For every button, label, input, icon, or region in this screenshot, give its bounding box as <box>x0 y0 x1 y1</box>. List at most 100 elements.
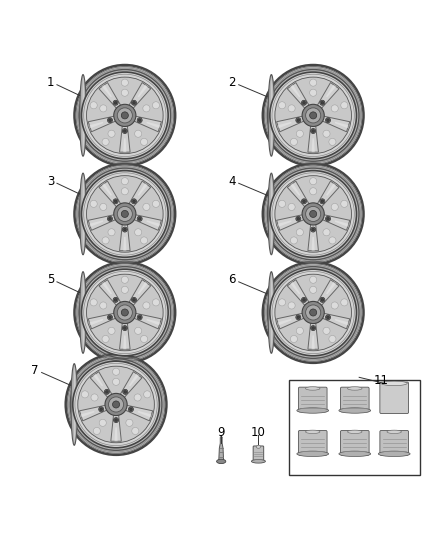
Ellipse shape <box>348 387 362 390</box>
Ellipse shape <box>268 272 275 353</box>
FancyBboxPatch shape <box>253 446 264 462</box>
Circle shape <box>121 188 128 195</box>
Circle shape <box>306 305 321 320</box>
Ellipse shape <box>297 408 328 413</box>
Circle shape <box>311 128 316 134</box>
Polygon shape <box>146 220 160 227</box>
Circle shape <box>114 104 136 126</box>
Circle shape <box>76 264 174 361</box>
Circle shape <box>121 276 128 283</box>
Ellipse shape <box>306 387 320 390</box>
Circle shape <box>297 119 300 122</box>
Circle shape <box>109 217 111 220</box>
Circle shape <box>78 366 154 443</box>
Ellipse shape <box>82 78 85 153</box>
Circle shape <box>114 301 136 324</box>
Circle shape <box>134 130 141 138</box>
Circle shape <box>327 217 329 220</box>
Text: 11: 11 <box>374 374 389 387</box>
Ellipse shape <box>268 173 275 255</box>
Circle shape <box>87 274 163 351</box>
Polygon shape <box>111 414 121 441</box>
Circle shape <box>331 302 338 309</box>
Circle shape <box>296 118 301 123</box>
Ellipse shape <box>378 451 410 457</box>
Ellipse shape <box>339 408 371 413</box>
Circle shape <box>275 77 351 154</box>
Circle shape <box>302 203 324 225</box>
Polygon shape <box>138 183 148 196</box>
Polygon shape <box>93 374 103 386</box>
Circle shape <box>302 104 324 126</box>
Polygon shape <box>287 280 310 306</box>
Circle shape <box>124 130 126 132</box>
Polygon shape <box>290 183 300 196</box>
Circle shape <box>126 419 133 426</box>
Wedge shape <box>76 264 174 361</box>
Circle shape <box>279 299 286 306</box>
Polygon shape <box>326 85 336 97</box>
FancyBboxPatch shape <box>298 431 327 455</box>
Circle shape <box>152 102 159 109</box>
Circle shape <box>137 118 142 123</box>
Circle shape <box>87 77 163 154</box>
Circle shape <box>100 105 107 112</box>
Polygon shape <box>124 405 153 421</box>
Ellipse shape <box>80 75 86 156</box>
Circle shape <box>321 101 324 104</box>
Polygon shape <box>89 220 103 227</box>
Circle shape <box>312 130 314 132</box>
Polygon shape <box>102 85 112 97</box>
Circle shape <box>90 299 97 306</box>
Wedge shape <box>76 67 174 164</box>
Polygon shape <box>278 220 292 227</box>
Circle shape <box>108 130 115 138</box>
Circle shape <box>90 102 97 109</box>
Text: 5: 5 <box>47 273 54 286</box>
Circle shape <box>99 419 106 426</box>
Circle shape <box>312 228 314 231</box>
Circle shape <box>81 72 168 159</box>
Circle shape <box>320 297 325 302</box>
Polygon shape <box>128 181 151 208</box>
Wedge shape <box>264 264 362 361</box>
Circle shape <box>105 393 127 416</box>
Circle shape <box>121 211 128 217</box>
Polygon shape <box>99 280 121 306</box>
Polygon shape <box>81 411 95 417</box>
Circle shape <box>302 301 324 324</box>
Text: 3: 3 <box>47 175 54 188</box>
Circle shape <box>117 206 132 222</box>
Circle shape <box>133 101 135 104</box>
Circle shape <box>141 237 148 244</box>
Ellipse shape <box>271 176 273 252</box>
Circle shape <box>109 397 124 412</box>
Polygon shape <box>88 214 117 230</box>
Circle shape <box>102 335 109 343</box>
Polygon shape <box>120 125 130 152</box>
Polygon shape <box>326 282 336 294</box>
Polygon shape <box>120 372 142 399</box>
Circle shape <box>113 100 118 106</box>
Circle shape <box>297 327 304 334</box>
Circle shape <box>270 171 357 257</box>
Circle shape <box>303 200 305 203</box>
Polygon shape <box>138 411 152 417</box>
Polygon shape <box>308 321 318 349</box>
Polygon shape <box>335 122 349 128</box>
Polygon shape <box>308 223 318 251</box>
Circle shape <box>290 237 297 244</box>
Circle shape <box>325 118 331 123</box>
Circle shape <box>279 102 286 109</box>
Wedge shape <box>76 165 174 263</box>
Circle shape <box>108 229 115 236</box>
Circle shape <box>264 264 362 361</box>
Circle shape <box>113 401 120 408</box>
Polygon shape <box>120 321 130 349</box>
Ellipse shape <box>80 272 86 353</box>
Circle shape <box>128 407 134 412</box>
Polygon shape <box>79 405 108 421</box>
Polygon shape <box>123 335 127 349</box>
Polygon shape <box>317 181 339 208</box>
Circle shape <box>121 112 128 119</box>
